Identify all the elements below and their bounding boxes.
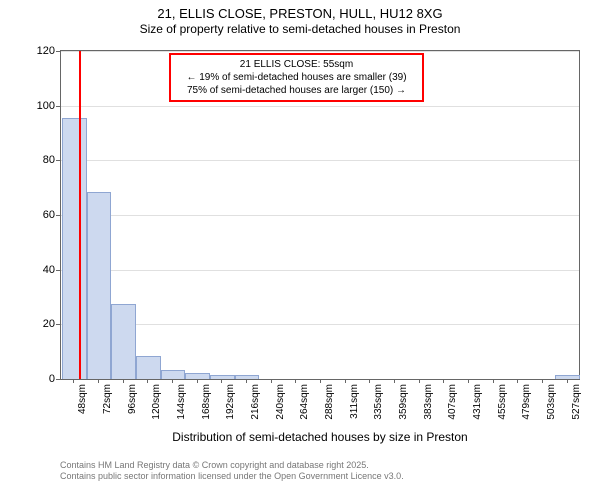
property-marker-line [79,51,81,379]
x-tick-label: 359sqm [398,384,409,420]
bar [161,370,186,379]
x-tick-label: 264sqm [299,384,310,420]
x-tick-mark [147,379,148,383]
x-tick-label: 96sqm [127,384,138,414]
x-tick-mark [98,379,99,383]
gridline-h [61,215,579,216]
x-tick-mark [73,379,74,383]
x-tick-label: 527sqm [571,384,582,420]
y-tick-label: 60 [0,209,55,221]
property-info-box: 21 ELLIS CLOSE: 55sqm← 19% of semi-detac… [169,53,424,102]
x-tick-label: 192sqm [225,384,236,420]
footer-line2: Contains public sector information licen… [60,471,404,482]
x-tick-label: 503sqm [546,384,557,420]
bar [210,375,235,379]
x-tick-mark [542,379,543,383]
x-tick-mark [517,379,518,383]
x-tick-mark [468,379,469,383]
x-tick-mark [567,379,568,383]
x-tick-mark [419,379,420,383]
chart-container: Number of semi-detached properties 02040… [0,40,600,455]
y-tick-label: 120 [0,45,55,57]
plot-area: 21 ELLIS CLOSE: 55sqm← 19% of semi-detac… [60,50,580,380]
x-tick-mark [345,379,346,383]
infobox-line3: 75% of semi-detached houses are larger (… [177,84,416,97]
x-tick-label: 288sqm [324,384,335,420]
x-tick-mark [369,379,370,383]
bar [62,118,87,379]
x-tick-label: 48sqm [77,384,88,414]
y-tick-label: 100 [0,100,55,112]
x-tick-label: 479sqm [521,384,532,420]
bar [87,192,112,379]
x-tick-label: 168sqm [201,384,212,420]
infobox-line1: 21 ELLIS CLOSE: 55sqm [177,58,416,71]
x-tick-mark [271,379,272,383]
gridline-h [61,51,579,52]
x-tick-mark [493,379,494,383]
x-axis-label: Distribution of semi-detached houses by … [60,430,580,444]
x-tick-mark [221,379,222,383]
bar [111,304,136,379]
gridline-h [61,160,579,161]
x-tick-label: 383sqm [423,384,434,420]
x-tick-mark [123,379,124,383]
x-tick-mark [320,379,321,383]
bar [555,375,580,379]
x-tick-label: 120sqm [151,384,162,420]
infobox-line2: ← 19% of semi-detached houses are smalle… [177,71,416,84]
chart-title-block: 21, ELLIS CLOSE, PRESTON, HULL, HU12 8XG… [0,0,600,37]
y-tick-label: 80 [0,154,55,166]
x-tick-label: 335sqm [373,384,384,420]
x-tick-label: 240sqm [275,384,286,420]
y-tick-label: 20 [0,318,55,330]
footer-line1: Contains HM Land Registry data © Crown c… [60,460,404,471]
title-line1: 21, ELLIS CLOSE, PRESTON, HULL, HU12 8XG [0,6,600,22]
x-tick-mark [394,379,395,383]
x-tick-label: 311sqm [349,384,360,419]
gridline-h [61,324,579,325]
x-tick-label: 407sqm [447,384,458,420]
title-line2: Size of property relative to semi-detach… [0,22,600,37]
x-tick-label: 431sqm [472,384,483,420]
x-tick-label: 72sqm [102,384,113,414]
y-tick-label: 40 [0,264,55,276]
bar [136,356,161,379]
attribution-footer: Contains HM Land Registry data © Crown c… [60,460,404,483]
bar [185,373,210,379]
gridline-h [61,106,579,107]
x-tick-mark [172,379,173,383]
x-tick-label: 216sqm [250,384,261,420]
x-tick-label: 455sqm [497,384,508,420]
gridline-h [61,270,579,271]
x-tick-mark [295,379,296,383]
x-tick-mark [443,379,444,383]
x-tick-label: 144sqm [176,384,187,420]
x-tick-mark [246,379,247,383]
x-tick-mark [197,379,198,383]
y-tick-label: 0 [0,373,55,385]
